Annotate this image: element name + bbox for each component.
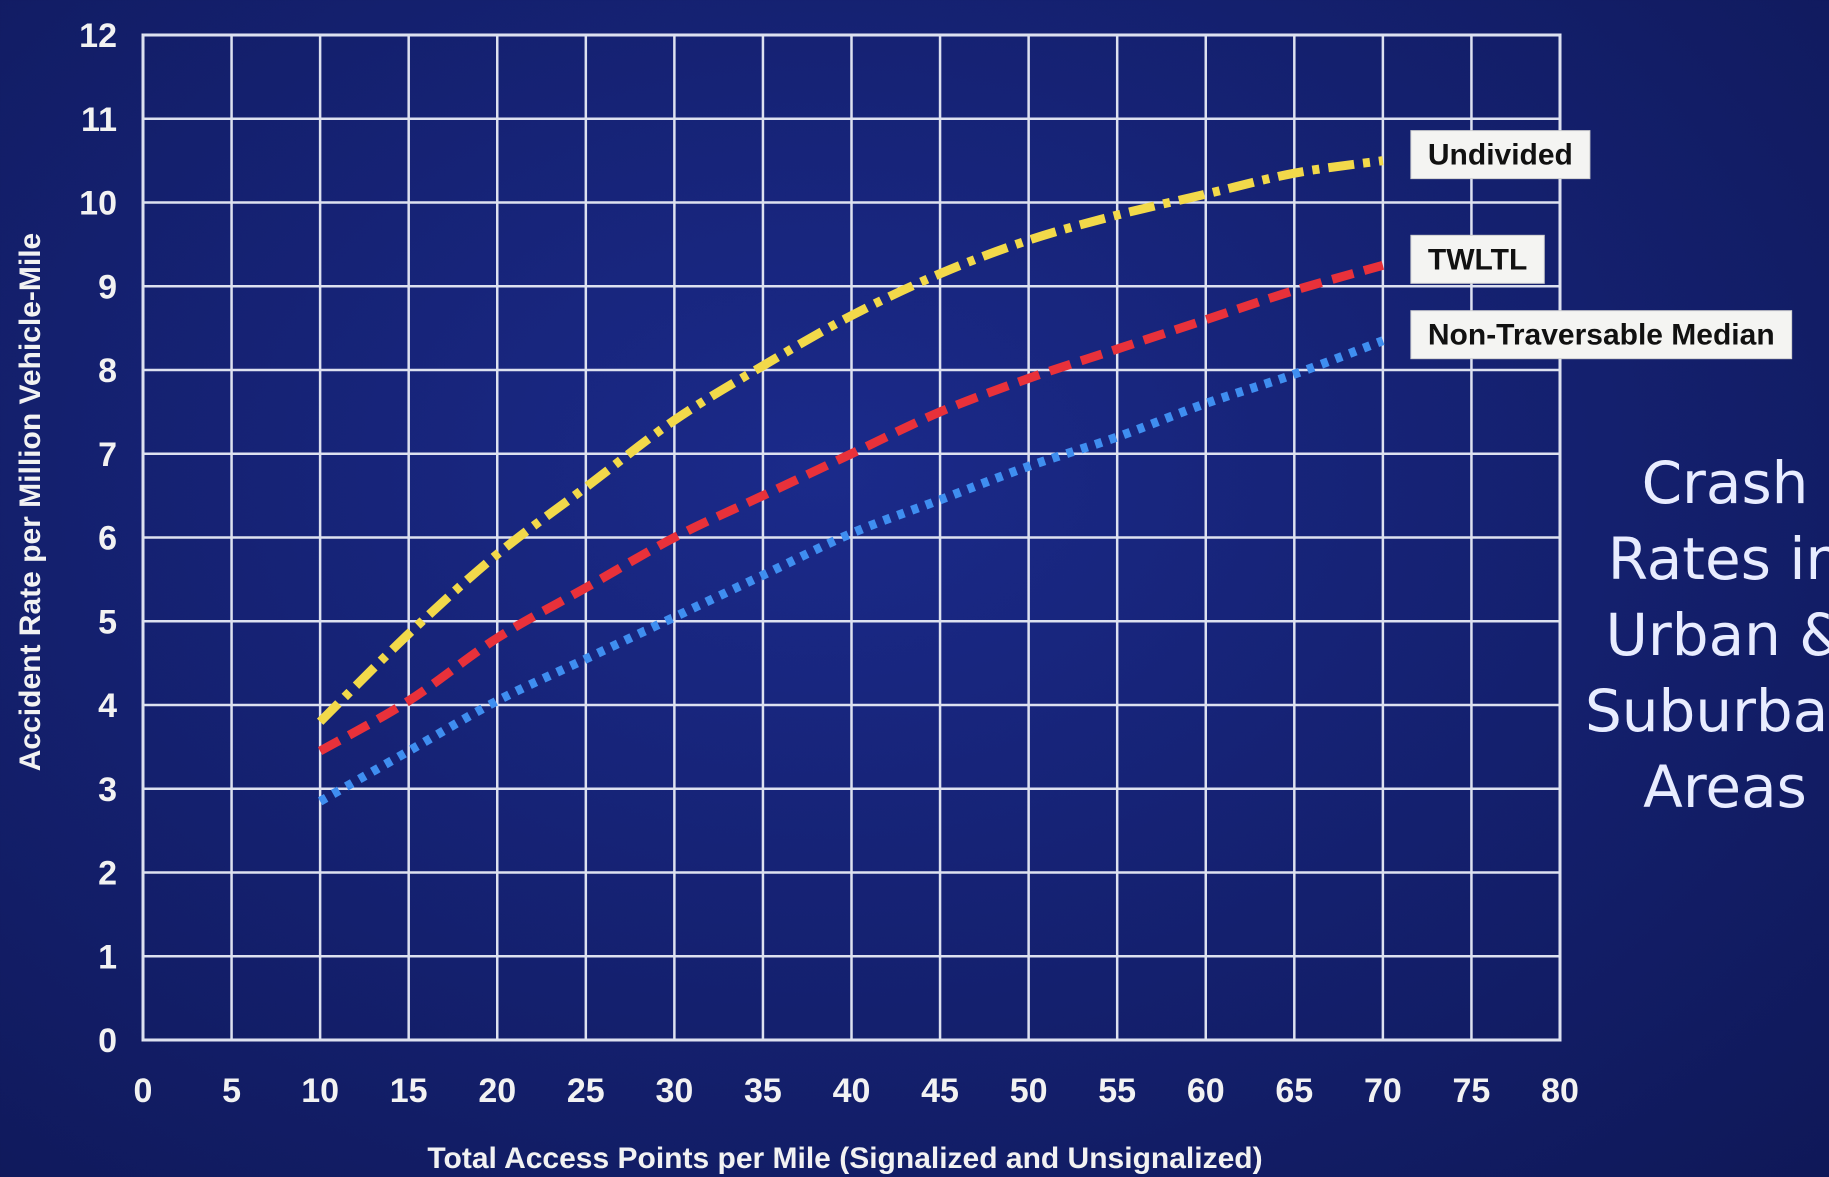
- x-axis-ticks: 0 5 10 15 20 25 30 35 40 45 50 55 60 65 70 75 80: [134, 1072, 1579, 1110]
- legend-label-non-traversable-median: Non-Traversable Median: [1410, 310, 1793, 360]
- x-tick-label: 0: [134, 1072, 153, 1110]
- x-tick-label: 40: [833, 1072, 871, 1110]
- x-tick-label: 75: [1453, 1072, 1491, 1110]
- x-tick-label: 30: [655, 1072, 693, 1110]
- x-tick-label: 55: [1098, 1072, 1136, 1110]
- side-title-line: Urban &: [1605, 601, 1829, 669]
- series-lines: [316, 156, 1385, 806]
- series-line-non-traversable-median: [317, 336, 1385, 806]
- x-tick-label: 25: [567, 1072, 605, 1110]
- x-tick-label: 60: [1187, 1072, 1225, 1110]
- x-axis-label: Total Access Points per Mile (Signalized…: [427, 1142, 1262, 1175]
- side-title: Crash Rates in Urban & Suburban Areas: [1560, 445, 1829, 825]
- side-title-line: Crash: [1641, 449, 1809, 517]
- legend-box: [1410, 310, 1793, 360]
- y-tick-label: 4: [98, 687, 117, 725]
- x-tick-label: 5: [222, 1072, 241, 1110]
- y-tick-label: 6: [98, 520, 117, 558]
- y-tick-label: 9: [98, 268, 117, 306]
- x-tick-label: 10: [301, 1072, 339, 1110]
- x-tick-label: 70: [1364, 1072, 1402, 1110]
- y-tick-label: 2: [98, 855, 117, 893]
- y-tick-label: 0: [98, 1022, 117, 1060]
- x-tick-label: 35: [744, 1072, 782, 1110]
- y-tick-label: 5: [98, 603, 117, 641]
- legend-text: Undivided: [1428, 139, 1573, 172]
- series-line-twltl: [317, 260, 1385, 755]
- y-tick-label: 3: [98, 771, 117, 809]
- y-axis-label: Accident Rate per Million Vehicle-Mile: [14, 233, 47, 771]
- x-tick-label: 80: [1541, 1072, 1579, 1110]
- x-tick-label: 20: [478, 1072, 516, 1110]
- legend-label-undivided: Undivided: [1410, 130, 1591, 180]
- legend-text: TWLTL: [1428, 243, 1527, 276]
- x-tick-label: 15: [390, 1072, 428, 1110]
- y-tick-label: 12: [79, 17, 117, 55]
- x-tick-label: 65: [1275, 1072, 1313, 1110]
- y-tick-label: 1: [98, 938, 117, 976]
- y-tick-label: 10: [79, 185, 117, 223]
- x-tick-label: 50: [1010, 1072, 1048, 1110]
- series-legend-labels: Undivided TWLTL Non-Traversable Median: [1410, 130, 1793, 360]
- side-title-line: Suburban: [1584, 677, 1829, 745]
- legend-box: [1410, 234, 1545, 284]
- side-title-line: Areas: [1643, 753, 1807, 821]
- y-tick-label: 11: [81, 101, 117, 139]
- series-line-undivided: [316, 156, 1384, 725]
- legend-box: [1410, 130, 1591, 180]
- legend-label-twltl: TWLTL: [1410, 234, 1545, 284]
- x-tick-label: 45: [921, 1072, 959, 1110]
- legend-text: Non-Traversable Median: [1428, 319, 1775, 352]
- y-tick-label: 7: [98, 436, 117, 474]
- side-title-line: Rates in: [1607, 525, 1829, 593]
- y-tick-label: 8: [98, 352, 117, 390]
- chart-grid: [141, 33, 1562, 1042]
